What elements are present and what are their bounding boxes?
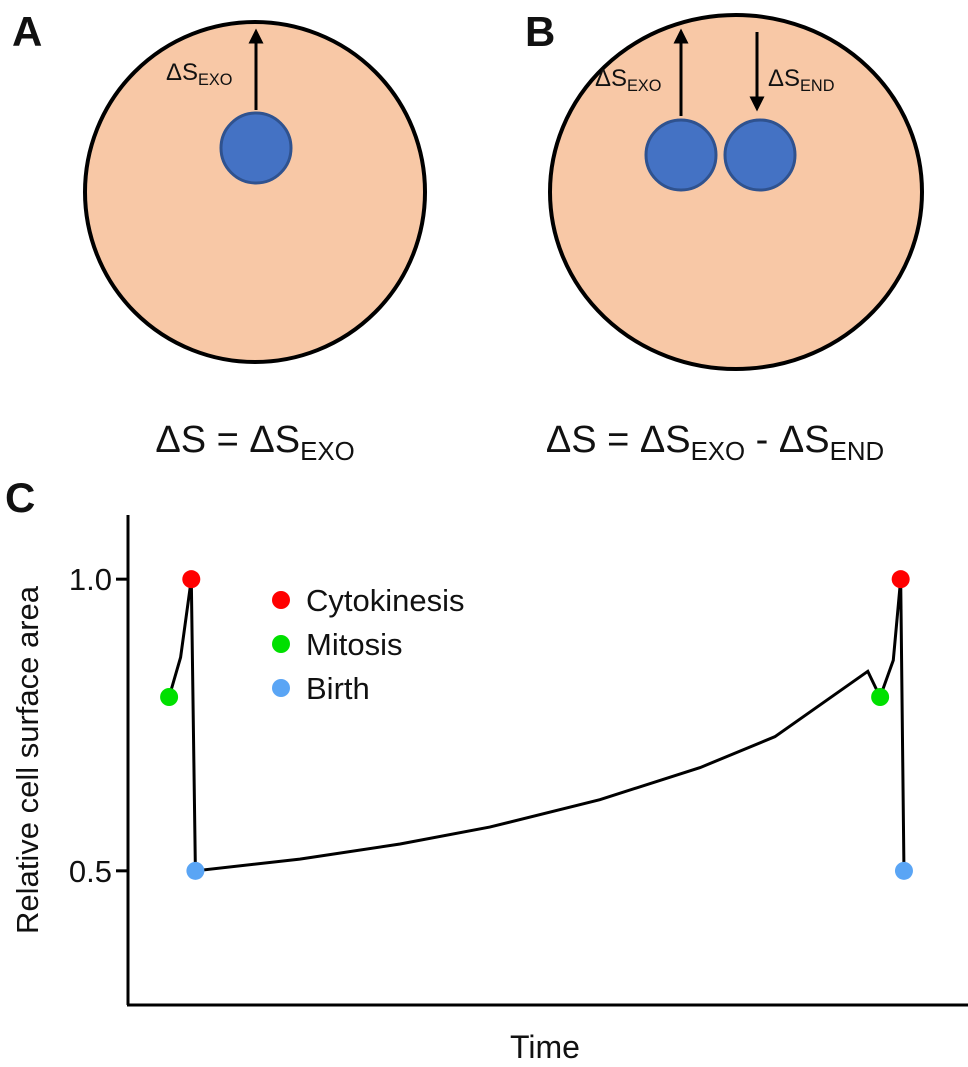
point <box>186 861 205 880</box>
cell <box>548 13 924 371</box>
point <box>871 688 890 706</box>
arrow-label: ΔSEND <box>768 65 835 95</box>
vesicle <box>219 111 293 185</box>
legend-label: Birth <box>306 671 370 706</box>
legend-label: Mitosis <box>306 627 402 662</box>
label-sub: EXO <box>198 71 232 89</box>
curve <box>167 578 906 873</box>
equation: ΔS = ΔSEXO <box>155 419 354 466</box>
vesicle <box>723 118 797 192</box>
eq-sub: EXO <box>300 438 355 466</box>
label-main: ΔS <box>768 65 800 92</box>
legend-marker <box>272 591 290 609</box>
label-main: ΔS <box>166 59 198 86</box>
panel-letter: C <box>5 474 35 521</box>
eq-sub: EXO <box>691 438 746 466</box>
y-axis-label: Relative cell surface area <box>10 585 45 934</box>
label-sub: END <box>800 77 834 95</box>
panel-letter: B <box>525 8 555 55</box>
arrow-label: ΔSEXO <box>166 59 233 89</box>
legend-label: Cytokinesis <box>306 583 465 618</box>
label-main: ΔS <box>595 65 627 92</box>
point <box>182 570 201 589</box>
y-tick-label: 1.0 <box>69 562 112 597</box>
equation: ΔS = ΔSEXO - ΔSEND <box>546 419 884 466</box>
eq-left: ΔS = ΔS <box>546 419 691 461</box>
point <box>160 688 179 706</box>
x-axis-label: Time <box>510 1029 580 1065</box>
label-sub: EXO <box>627 77 661 95</box>
legend-marker <box>272 679 290 697</box>
y-tick-label: 0.5 <box>69 854 112 889</box>
point <box>894 861 913 880</box>
panel-letter: A <box>12 8 42 55</box>
eq-sub: END <box>830 438 885 466</box>
eq-left: ΔS = ΔS <box>155 419 300 461</box>
cell <box>83 20 427 364</box>
legend-marker <box>272 635 290 653</box>
point <box>891 570 910 589</box>
arrow-label: ΔSEXO <box>595 65 662 95</box>
eq-mid: - ΔS <box>745 419 830 461</box>
vesicle <box>644 118 718 192</box>
